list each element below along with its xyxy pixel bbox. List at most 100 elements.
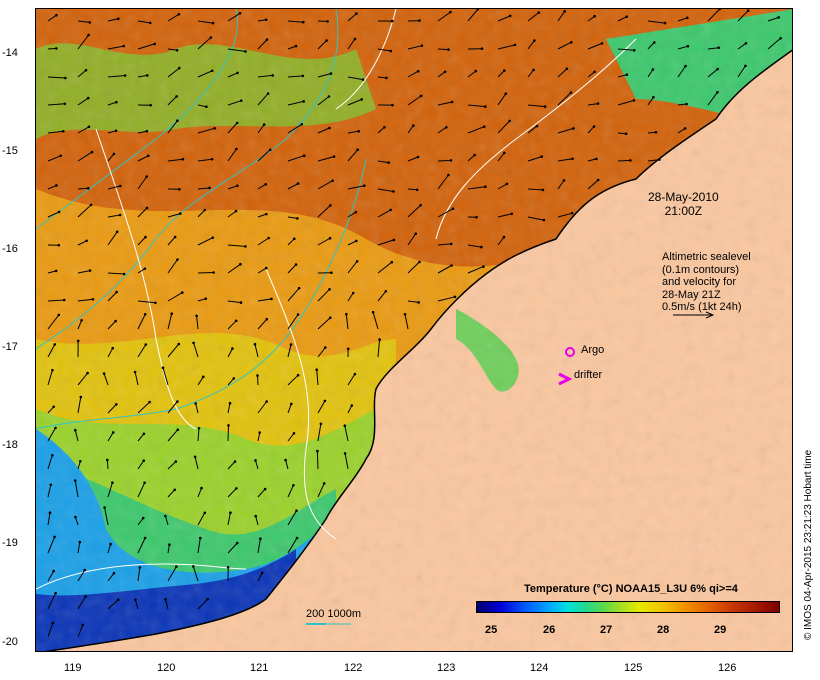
velocity-arrow — [137, 567, 141, 582]
velocity-arrow-head — [144, 343, 148, 346]
velocity-arrow-head — [292, 484, 295, 487]
velocity-arrow — [77, 187, 89, 190]
velocity-arrow — [407, 70, 419, 78]
velocity-arrow — [527, 69, 534, 78]
velocity-arrow — [677, 65, 686, 78]
velocity-arrow-head — [289, 343, 293, 346]
velocity-arrow-head — [453, 295, 457, 299]
velocity-arrow-head — [570, 211, 574, 215]
velocity-arrow — [287, 537, 298, 554]
velocity-arrow — [77, 270, 91, 274]
velocity-arrow — [437, 243, 452, 246]
velocity-arrow-head — [270, 297, 273, 301]
velocity-arrow-head — [625, 15, 628, 18]
velocity-arrow-head — [53, 343, 57, 346]
velocity-arrow-head — [164, 514, 167, 518]
velocity-arrow-head — [718, 9, 722, 11]
velocity-arrow-head — [48, 511, 52, 514]
velocity-arrow-head — [629, 159, 632, 162]
velocity-arrow — [106, 459, 109, 470]
velocity-arrow-head — [259, 537, 262, 540]
velocity-arrow-head — [118, 213, 122, 217]
velocity-arrow — [77, 240, 87, 246]
velocity-arrow — [377, 126, 385, 134]
velocity-arrow-head — [258, 431, 261, 434]
velocity-arrow-head — [232, 377, 236, 380]
velocity-arrow-head — [233, 460, 237, 463]
velocity-arrow-head — [451, 207, 455, 210]
velocity-arrow — [527, 125, 538, 134]
velocity-arrow — [47, 570, 55, 582]
velocity-arrow — [47, 155, 61, 162]
coastline — [44, 49, 792, 651]
velocity-arrow — [617, 48, 635, 51]
velocity-arrow-head — [332, 155, 336, 158]
velocity-arrow-head — [148, 21, 152, 25]
velocity-arrow-head — [412, 124, 415, 127]
velocity-arrow-head — [52, 405, 55, 409]
velocity-arrow-head — [449, 159, 453, 162]
velocity-arrow — [467, 126, 485, 134]
velocity-arrow — [167, 292, 183, 302]
velocity-arrow — [467, 244, 482, 248]
velocity-arrow — [377, 160, 389, 164]
velocity-arrow-head — [175, 565, 178, 568]
velocity-arrow — [587, 179, 599, 190]
credit-text: © IMOS 04-Apr-2015 23:21:23 Hobart time — [803, 449, 814, 640]
velocity-arrow-head — [57, 210, 61, 214]
velocity-arrow — [497, 70, 505, 78]
velocity-arrow-head — [212, 271, 215, 274]
velocity-arrow-head — [148, 400, 151, 404]
velocity-arrow-head — [503, 151, 506, 155]
velocity-arrow-head — [417, 301, 420, 304]
velocity-arrow — [47, 184, 57, 190]
velocity-arrow-head — [624, 132, 628, 135]
velocity-arrow-head — [176, 400, 179, 403]
velocity-arrow-head — [195, 314, 198, 318]
velocity-arrow — [137, 537, 146, 554]
velocity-arrow-head — [53, 535, 56, 539]
velocity-arrow — [707, 9, 721, 22]
velocity-arrow — [647, 20, 666, 24]
velocity-arrow-head — [537, 11, 540, 14]
y-tick-label: -20 — [2, 636, 18, 648]
velocity-arrow-head — [290, 402, 293, 406]
velocity-arrow — [257, 237, 269, 246]
velocity-arrow — [104, 507, 109, 526]
velocity-arrow — [197, 298, 206, 302]
velocity-arrow-head — [211, 21, 215, 25]
velocity-arrow — [257, 93, 269, 106]
velocity-arrow-head — [445, 126, 448, 129]
velocity-arrow — [255, 460, 259, 470]
velocity-arrow — [197, 428, 200, 442]
velocity-arrow-head — [86, 187, 90, 190]
velocity-arrow — [227, 12, 241, 22]
velocity-arrow-head — [51, 621, 55, 625]
velocity-arrow — [257, 267, 267, 274]
velocity-arrow-head — [295, 536, 299, 540]
velocity-arrow — [77, 34, 89, 50]
velocity-arrow — [164, 599, 169, 610]
velocity-arrow-head — [475, 215, 478, 219]
velocity-arrow — [47, 47, 57, 50]
velocity-arrow-head — [319, 422, 323, 426]
velocity-arrow-head — [206, 597, 209, 601]
velocity-arrow — [497, 213, 512, 218]
velocity-arrow-head — [265, 266, 268, 270]
velocity-arrow-head — [200, 486, 203, 490]
velocity-arrow — [227, 244, 246, 247]
velocity-arrow-head — [447, 48, 450, 51]
velocity-arrow — [467, 266, 484, 274]
velocity-arrow — [47, 406, 55, 414]
sealevel-contour-1 — [95, 128, 197, 430]
velocity-arrow — [467, 104, 486, 108]
velocity-arrow-head — [111, 481, 114, 485]
velocity-arrow — [287, 183, 299, 190]
velocity-arrow-head — [170, 312, 173, 316]
velocity-arrow-head — [149, 103, 152, 107]
velocity-arrow — [377, 339, 381, 358]
velocity-arrow-head — [476, 9, 480, 11]
velocity-arrow-head — [316, 449, 319, 453]
velocity-arrow-head — [265, 400, 268, 403]
velocity-arrow-head — [203, 208, 207, 212]
